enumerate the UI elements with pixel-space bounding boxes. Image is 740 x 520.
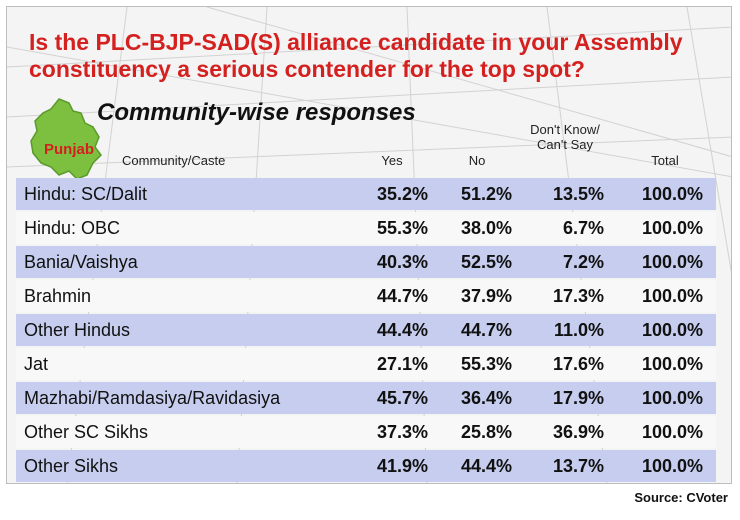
cell-dont-know: 17.6%: [552, 354, 604, 374]
punjab-map: Punjab: [29, 97, 107, 181]
cell-yes: 44.7%: [376, 286, 428, 306]
cell-community: Mazhabi/Ramdasiya/Ravidasiya: [24, 388, 281, 408]
cell-total: 100.0%: [641, 422, 703, 442]
column-header-community: Community/Caste: [122, 153, 226, 168]
cell-dont-know: 6.7%: [562, 218, 604, 238]
table-row: Hindu: SC/Dalit 35.2% 51.2% 13.5% 100.0%: [16, 178, 716, 210]
cell-yes: 40.3%: [376, 252, 428, 272]
cell-dont-know: 17.3%: [552, 286, 604, 306]
cell-total: 100.0%: [641, 320, 703, 340]
cell-yes: 37.3%: [376, 422, 428, 442]
cell-community: Bania/Vaishya: [24, 252, 138, 272]
cell-no: 55.3%: [460, 354, 512, 374]
cell-dont-know: 36.9%: [552, 422, 604, 442]
cell-total: 100.0%: [641, 218, 703, 238]
cell-dont-know: 11.0%: [553, 320, 604, 340]
cell-no: 36.4%: [460, 388, 512, 408]
table-row: Other Hindus 44.4% 44.7% 11.0% 100.0%: [16, 314, 716, 346]
chart-subtitle: Community-wise responses: [97, 99, 416, 126]
cell-no: 25.8%: [460, 422, 512, 442]
cell-total: 100.0%: [641, 388, 703, 408]
cell-no: 37.9%: [460, 286, 512, 306]
cell-community: Other Sikhs: [24, 456, 119, 476]
cell-yes: 45.7%: [376, 388, 428, 408]
column-header-yes: Yes: [381, 153, 403, 168]
table-row: Other Sikhs 41.9% 44.4% 13.7% 100.0%: [16, 450, 716, 482]
cell-no: 51.2%: [460, 184, 512, 204]
cell-community: Other Hindus: [24, 320, 131, 340]
cell-no: 38.0%: [460, 218, 512, 238]
cell-no: 44.4%: [460, 456, 512, 476]
table-row: Bania/Vaishya 40.3% 52.5% 7.2% 100.0%: [16, 246, 716, 278]
table-row: Hindu: OBC 55.3% 38.0% 6.7% 100.0%: [16, 212, 716, 244]
cell-community: Other SC Sikhs: [24, 422, 149, 442]
cell-yes: 41.9%: [376, 456, 428, 476]
cell-yes: 35.2%: [376, 184, 428, 204]
column-header-total: Total: [651, 153, 679, 168]
cell-dont-know: 7.2%: [562, 252, 604, 272]
column-header-dont-know: Don't Know/ Can't Say: [530, 122, 600, 152]
cell-total: 100.0%: [641, 286, 703, 306]
table-row: Mazhabi/Ramdasiya/Ravidasiya 45.7% 36.4% 17…: [16, 382, 716, 414]
column-header-no: No: [468, 153, 486, 168]
cell-community: Hindu: SC/Dalit: [24, 184, 148, 204]
cell-community: Brahmin: [24, 286, 92, 306]
responses-table: Hindu: SC/Dalit 35.2% 51.2% 13.5% 100.0% Hind…: [16, 178, 716, 484]
cell-yes: 55.3%: [376, 218, 428, 238]
cell-dont-know: 13.7%: [552, 456, 604, 476]
cell-no: 52.5%: [460, 252, 512, 272]
source-note: Source: CVoter: [634, 490, 728, 505]
table-row: Other SC Sikhs 37.3% 25.8% 36.9% 100.0%: [16, 416, 716, 448]
table-row: Jat 27.1% 55.3% 17.6% 100.0%: [16, 348, 716, 380]
chart-title: Is the PLC-BJP-SAD(S) alliance candidate…: [29, 29, 683, 82]
table-row: Brahmin 44.7% 37.9% 17.3% 100.0%: [16, 280, 716, 312]
cell-community: Jat: [24, 354, 49, 374]
cell-dont-know: 13.5%: [552, 184, 604, 204]
cell-total: 100.0%: [641, 456, 703, 476]
cell-total: 100.0%: [641, 252, 703, 272]
cell-total: 100.0%: [641, 184, 703, 204]
punjab-map-icon: [30, 98, 102, 180]
cell-community: Hindu: OBC: [24, 218, 121, 238]
map-label: Punjab: [44, 141, 95, 158]
cell-dont-know: 17.9%: [552, 388, 604, 408]
cell-no: 44.7%: [460, 320, 512, 340]
cell-yes: 44.4%: [376, 320, 428, 340]
cell-yes: 27.1%: [376, 354, 428, 374]
cell-total: 100.0%: [641, 354, 703, 374]
